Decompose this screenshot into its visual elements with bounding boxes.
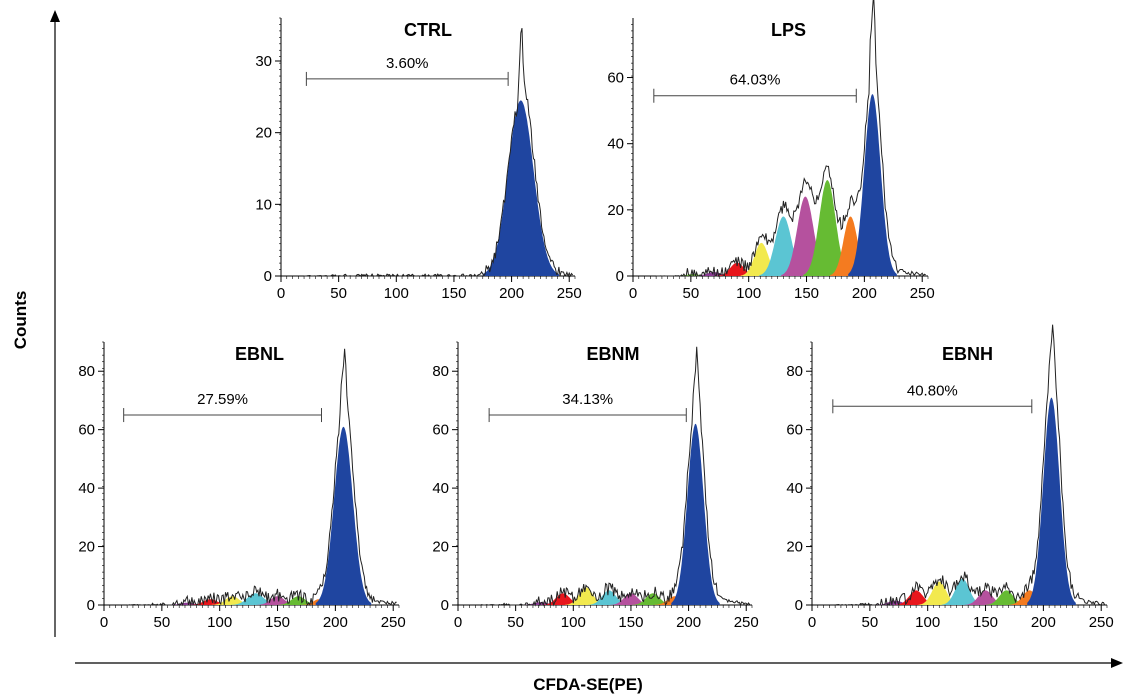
x-tick-label: 250 xyxy=(381,614,406,631)
x-tick-label: 100 xyxy=(736,285,761,302)
gate-percentage-label: 34.13% xyxy=(562,391,613,408)
x-tick-label: 200 xyxy=(852,285,877,302)
generation-peak-gen0 xyxy=(1027,397,1076,605)
generation-peak-gen0 xyxy=(482,100,559,277)
x-tick-label: 200 xyxy=(323,614,348,631)
x-tick-label: 200 xyxy=(676,614,701,631)
generation-peak-gen2 xyxy=(632,593,674,605)
histogram-outline xyxy=(480,346,751,607)
histogram-outline xyxy=(304,27,574,278)
y-tick-label: 0 xyxy=(87,597,95,614)
panel-ebnm: 0 20 40 60 80 0 50 100 150 200 250 34.13% EBNM xyxy=(432,341,759,631)
y-tick-label: 60 xyxy=(607,70,624,87)
y-tick-label: 60 xyxy=(78,422,95,439)
x-tick-label: 100 xyxy=(915,614,940,631)
y-tick-label: 20 xyxy=(786,539,803,556)
gate-percentage-label: 40.80% xyxy=(907,382,958,399)
gate-percentage-label: 27.59% xyxy=(197,391,248,408)
generation-peak-gen4 xyxy=(588,590,630,605)
x-tick-label: 100 xyxy=(207,614,232,631)
panel-ctrl: 0 10 20 30 0 50 100 150 200 250 3.60% CTRL xyxy=(255,17,582,302)
panel-title: EBNM xyxy=(587,344,640,364)
y-tick-label: 80 xyxy=(786,363,803,380)
x-tick-label: 200 xyxy=(499,285,524,302)
y-tick-label: 40 xyxy=(786,480,803,497)
panel-ebnh: 0 20 40 60 80 0 50 100 150 200 250 40.80% EBNH xyxy=(786,324,1114,631)
y-tick-label: 0 xyxy=(616,268,624,285)
generation-peak-gen5 xyxy=(918,581,961,605)
x-tick-label: 100 xyxy=(561,614,586,631)
generation-peak-gen4 xyxy=(941,578,984,605)
x-tick-label: 150 xyxy=(441,285,466,302)
y-tick-label: 60 xyxy=(786,422,803,439)
histogram-outline xyxy=(835,324,1106,607)
panel-title: EBNL xyxy=(235,344,284,364)
y-tick-label: 10 xyxy=(255,196,272,213)
panel-title: LPS xyxy=(771,20,806,40)
y-tick-label: 0 xyxy=(795,597,803,614)
y-tick-label: 40 xyxy=(607,136,624,153)
generation-peak-gen0 xyxy=(848,94,897,276)
x-tick-label: 250 xyxy=(1089,614,1114,631)
generation-peak-gen0 xyxy=(671,423,720,605)
x-tick-label: 0 xyxy=(629,285,637,302)
y-tick-label: 20 xyxy=(432,539,449,556)
x-tick-label: 250 xyxy=(734,614,759,631)
x-tick-label: 150 xyxy=(794,285,819,302)
x-tick-label: 150 xyxy=(265,614,290,631)
y-tick-label: 40 xyxy=(432,480,449,497)
x-tick-label: 0 xyxy=(454,614,462,631)
y-tick-label: 0 xyxy=(441,597,449,614)
y-tick-label: 80 xyxy=(432,363,449,380)
y-axis-title: Counts xyxy=(11,291,30,350)
histogram-outline xyxy=(127,348,397,607)
generation-peak-gen0 xyxy=(315,426,372,605)
x-tick-label: 50 xyxy=(507,614,524,631)
cfda-axis-arrow-head xyxy=(1111,658,1123,668)
x-tick-label: 0 xyxy=(277,285,285,302)
x-tick-label: 150 xyxy=(973,614,998,631)
panel-title: EBNH xyxy=(942,344,993,364)
x-tick-label: 50 xyxy=(330,285,347,302)
x-tick-label: 250 xyxy=(557,285,582,302)
y-tick-label: 60 xyxy=(432,422,449,439)
counts-axis-arrow-head xyxy=(50,10,60,22)
panel-ebnl: 0 20 40 60 80 0 50 100 150 200 250 27.59% EBNL xyxy=(78,341,406,631)
x-tick-label: 50 xyxy=(682,285,699,302)
x-tick-label: 50 xyxy=(153,614,170,631)
y-tick-label: 30 xyxy=(255,53,272,70)
generation-peak-gen2 xyxy=(985,590,1028,605)
panel-title: CTRL xyxy=(404,20,452,40)
figure-axes: Counts CFDA-SE(PE) xyxy=(11,10,1123,694)
x-tick-label: 150 xyxy=(618,614,643,631)
x-tick-label: 200 xyxy=(1031,614,1056,631)
x-tick-label: 250 xyxy=(910,285,935,302)
y-tick-label: 20 xyxy=(78,539,95,556)
histogram-outline xyxy=(656,0,926,278)
y-tick-label: 0 xyxy=(264,268,272,285)
y-tick-label: 20 xyxy=(607,202,624,219)
y-tick-label: 40 xyxy=(78,480,95,497)
generation-peak-gen2 xyxy=(803,180,852,276)
x-tick-label: 100 xyxy=(384,285,409,302)
gate-percentage-label: 64.03% xyxy=(730,72,781,89)
x-tick-label: 0 xyxy=(808,614,816,631)
x-axis-title: CFDA-SE(PE) xyxy=(533,675,643,694)
gate-percentage-label: 3.60% xyxy=(386,55,429,72)
x-tick-label: 0 xyxy=(100,614,108,631)
x-tick-label: 50 xyxy=(861,614,878,631)
panel-lps: 0 20 40 60 0 50 100 150 200 250 64.03% LPS xyxy=(607,0,935,302)
y-tick-label: 20 xyxy=(255,125,272,142)
generation-peak-gen3 xyxy=(610,593,652,605)
y-tick-label: 80 xyxy=(78,363,95,380)
